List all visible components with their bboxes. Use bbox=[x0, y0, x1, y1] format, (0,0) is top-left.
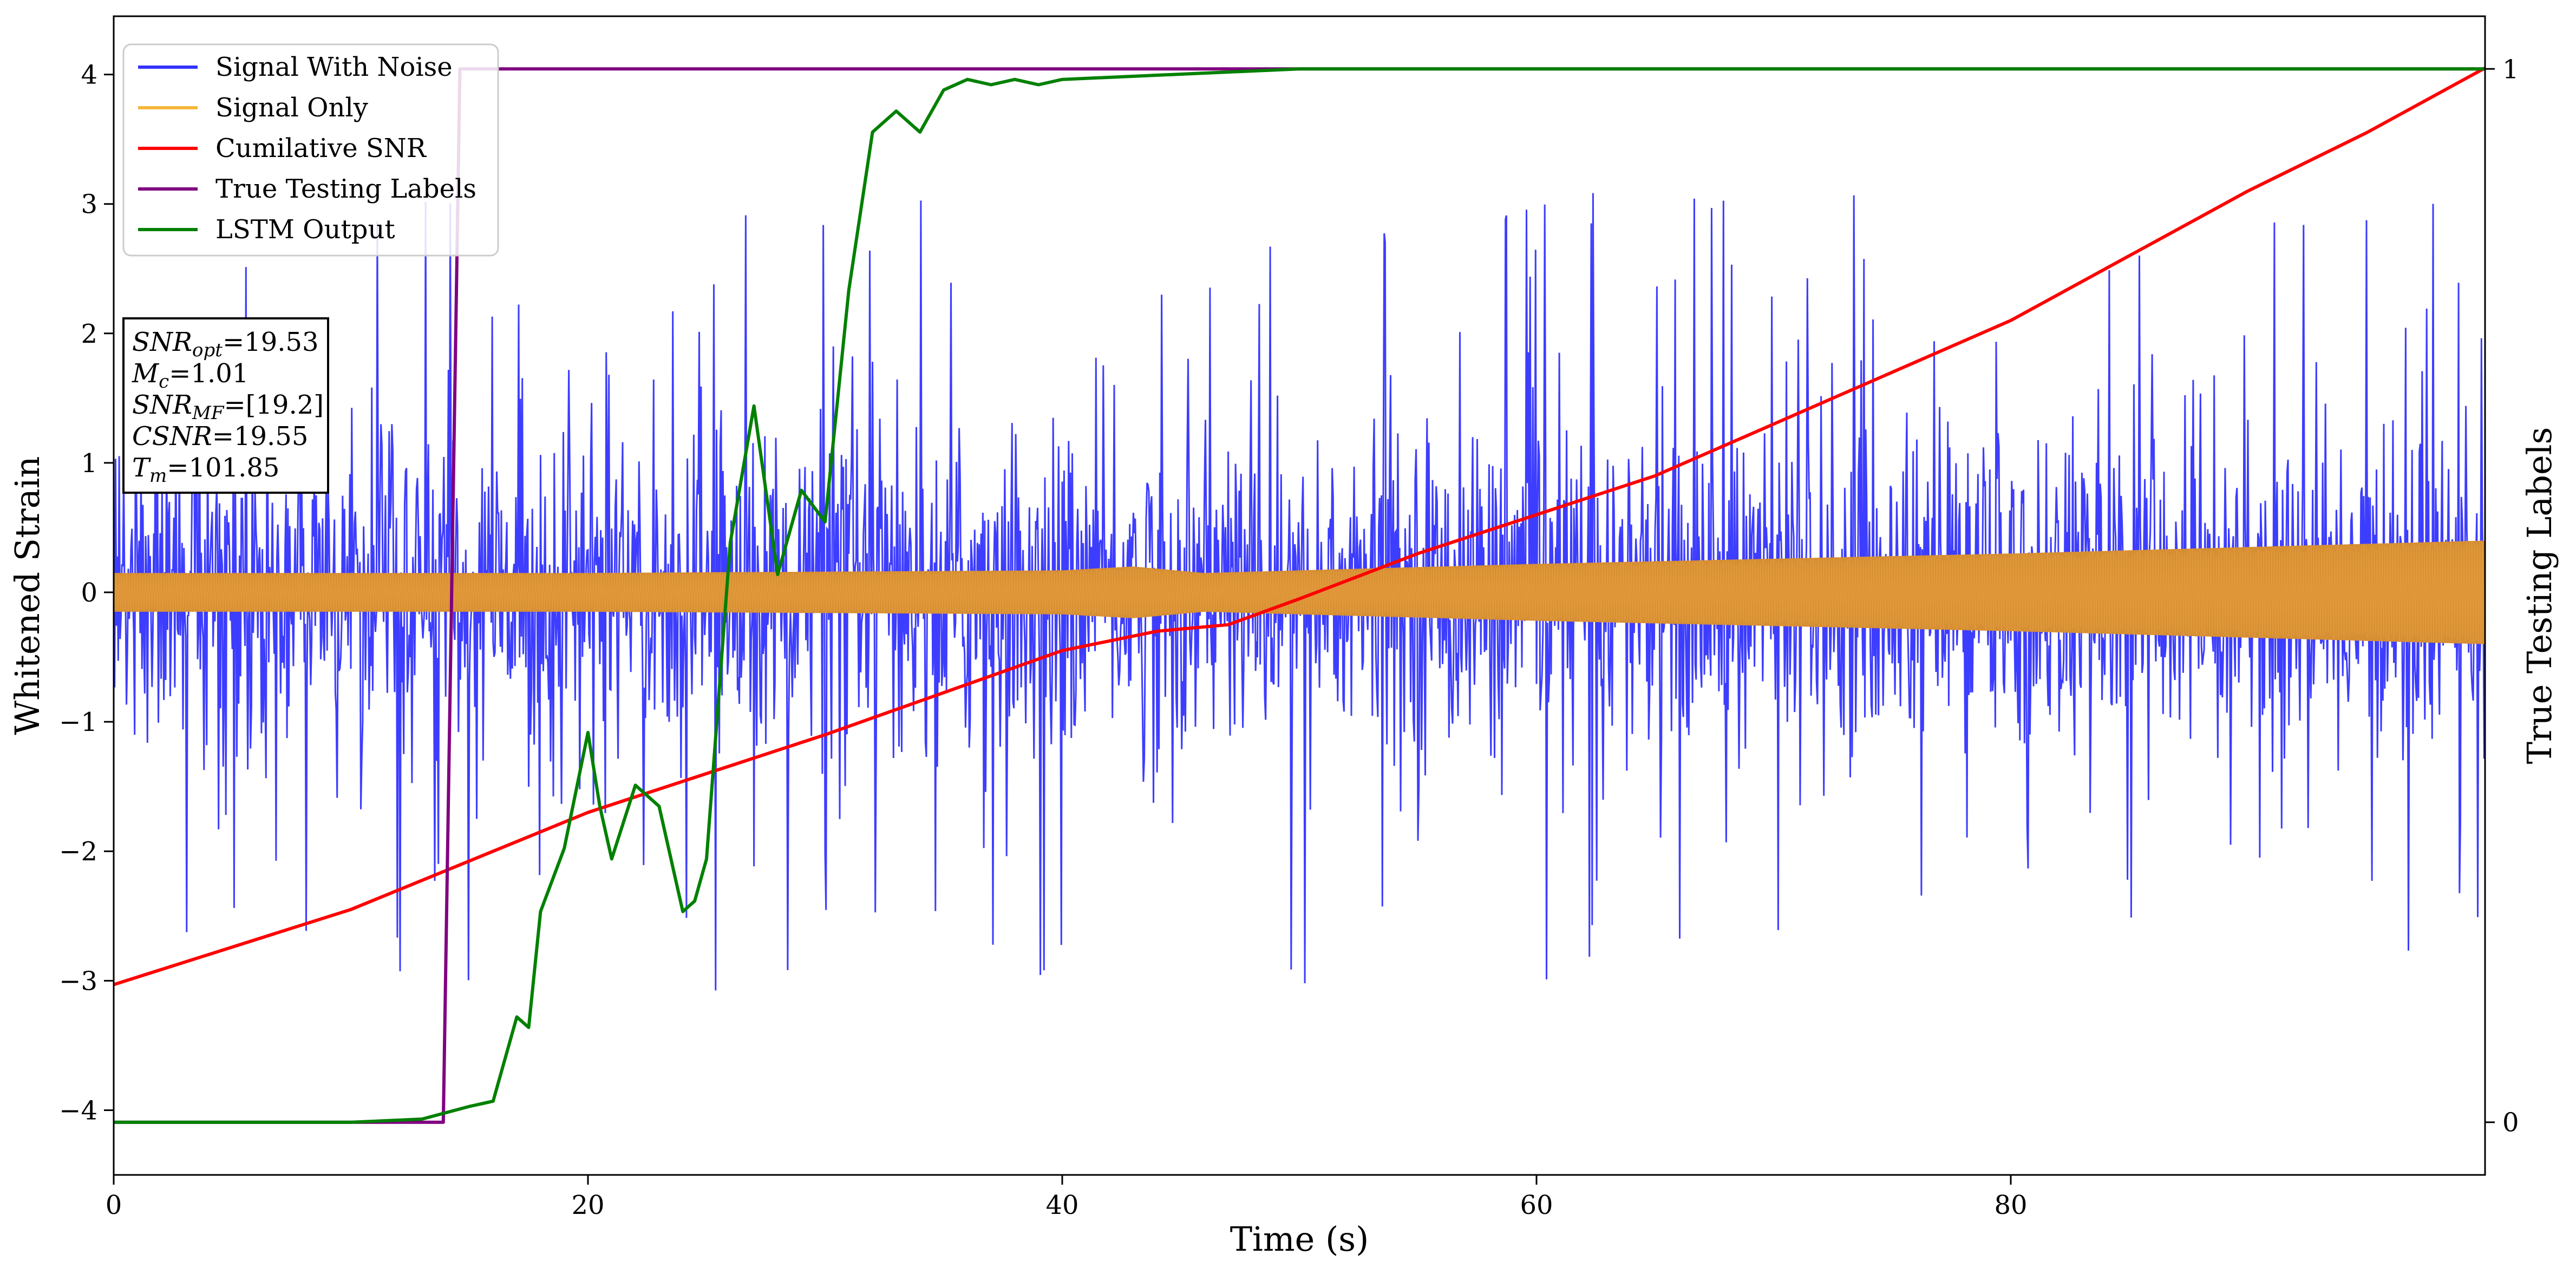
annotation-line: Mc=1.01 bbox=[132, 358, 249, 393]
x-tick-label: 20 bbox=[571, 1190, 604, 1220]
legend-true-testing-labels-label: True Testing Labels bbox=[215, 174, 476, 204]
x-tick-label: 80 bbox=[1994, 1190, 2027, 1220]
y-tick-label: −1 bbox=[59, 707, 97, 737]
lstm-output-line bbox=[114, 67, 2485, 1124]
annotation-line: SNRMF=[19.2] bbox=[132, 390, 324, 424]
annotation-line: SNRopt=19.53 bbox=[132, 327, 319, 361]
y-tick-label: 1 bbox=[81, 448, 97, 479]
legend: Signal With Noise Signal Only Cumilative S… bbox=[122, 43, 499, 257]
x-tick-label: 60 bbox=[1520, 1190, 1553, 1220]
y2-tick-label: 0 bbox=[2502, 1108, 2519, 1138]
cumulative-snr-line bbox=[114, 66, 2485, 986]
annotation-line: CSNR=19.55 bbox=[132, 421, 308, 452]
y-axis-label: Whitened Strain bbox=[8, 456, 47, 735]
legend-signal-with-noise-label: Signal With Noise bbox=[215, 52, 453, 82]
y-tick-label: 4 bbox=[81, 60, 97, 90]
y-tick-label: −2 bbox=[59, 837, 97, 867]
y2-tick-label: 1 bbox=[2502, 54, 2519, 84]
signal-only-line bbox=[114, 541, 2485, 643]
y-axis-right: 01 bbox=[2485, 54, 2519, 1138]
legend-signal-only-label: Signal Only bbox=[215, 93, 368, 123]
annotation-line: Tm=101.85 bbox=[132, 453, 279, 487]
line-series-layer bbox=[114, 66, 2485, 1124]
y-tick-label: 2 bbox=[81, 319, 97, 349]
parameters-annotation: SNRopt=19.53Mc=1.01SNRMF=[19.2]CSNR=19.5… bbox=[122, 317, 329, 494]
legend-cumulative-snr-label: Cumilative SNR bbox=[215, 133, 427, 164]
plot-frame bbox=[113, 15, 2486, 1176]
y-tick-label: −4 bbox=[59, 1095, 97, 1126]
legend-box bbox=[122, 43, 499, 257]
x-tick-label: 0 bbox=[106, 1190, 122, 1220]
signal-with-noise-line bbox=[114, 193, 2485, 991]
x-axis-label: Time (s) bbox=[1230, 1219, 1369, 1259]
y-tick-label: −3 bbox=[59, 966, 97, 996]
x-axis: 0 20 40 60 80 bbox=[106, 1175, 2028, 1220]
y-axis-left: −4 −3 −2 −1 0 1 2 3 4 bbox=[59, 60, 114, 1126]
y2-axis-label: True Testing Labels bbox=[2520, 427, 2559, 765]
y-tick-label: 3 bbox=[81, 190, 97, 220]
x-tick-label: 40 bbox=[1045, 1190, 1078, 1220]
y-tick-label: 0 bbox=[81, 578, 97, 608]
legend-lstm-output-label: LSTM Output bbox=[215, 214, 395, 245]
signal-only-series bbox=[114, 540, 2485, 644]
signal-with-noise-series bbox=[114, 193, 2485, 991]
annotation-box bbox=[122, 317, 329, 494]
